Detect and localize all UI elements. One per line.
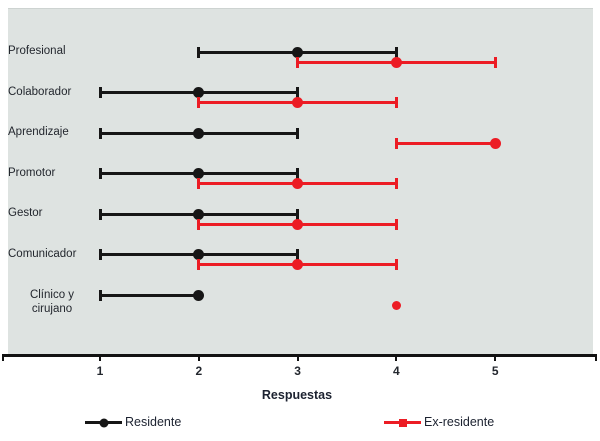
range-dot	[193, 127, 205, 139]
range-dot	[292, 218, 304, 230]
category-label: Promotor	[8, 166, 56, 179]
axis-tick-label: 2	[195, 364, 203, 378]
range-cap	[394, 259, 398, 270]
range-cap	[394, 218, 398, 230]
range-cap	[197, 46, 201, 58]
range-dot	[390, 56, 402, 68]
range-dot	[193, 168, 205, 179]
range-cap	[296, 56, 300, 68]
range-dot	[292, 259, 304, 270]
legend-label-ex-residente: Ex-residente	[424, 415, 495, 429]
range-line	[100, 293, 199, 297]
range-cap	[98, 168, 102, 179]
range-dot	[292, 178, 304, 189]
axis-tick	[594, 356, 597, 361]
range-cap	[394, 97, 398, 108]
square-marker-icon	[398, 418, 407, 427]
range-cap	[197, 97, 201, 108]
range-dot	[292, 46, 304, 58]
ex-residente-line-swatch	[384, 418, 421, 427]
range-cap	[394, 46, 398, 58]
range-cap	[296, 127, 300, 139]
range-cap	[98, 87, 102, 98]
range-dot	[193, 87, 205, 98]
legend-item-ex-residente: Ex-residente	[384, 415, 494, 430]
range-dot	[193, 208, 205, 220]
range-cap	[394, 178, 398, 189]
range-dot	[391, 300, 401, 310]
range-cap	[296, 249, 300, 260]
range-cap	[197, 259, 201, 270]
x-axis-line	[2, 354, 597, 357]
residente-line-swatch	[85, 418, 122, 427]
range-dot	[489, 137, 501, 149]
category-label: Clínico y cirujano	[29, 289, 75, 315]
legend-label-residente: Residente	[125, 415, 182, 429]
range-cap	[197, 218, 201, 230]
range-cap	[296, 168, 300, 179]
circle-marker-icon	[99, 418, 108, 427]
range-dot	[193, 289, 205, 301]
range-line	[396, 141, 496, 145]
axis-tick-label: 5	[491, 364, 499, 378]
range-cap	[197, 178, 201, 189]
axis-tick-label: 1	[96, 364, 104, 378]
axis-tick	[99, 356, 101, 361]
range-cap	[98, 208, 102, 220]
range-cap	[296, 87, 300, 98]
axis-tick	[2, 356, 4, 361]
category-label: Aprendizaje	[8, 126, 69, 138]
axis-tick	[197, 356, 200, 361]
axis-tick	[296, 356, 299, 361]
range-cap	[98, 249, 102, 260]
axis-tick-label: 3	[294, 364, 301, 378]
legend-item-residente: Residente	[85, 415, 181, 430]
range-cap	[394, 137, 398, 149]
x-axis-title: Respuestas	[261, 388, 333, 402]
range-cap	[98, 127, 102, 139]
category-label: Comunicador	[8, 247, 77, 260]
category-label: Gestor	[8, 207, 43, 219]
range-dot	[193, 249, 205, 260]
range-cap	[98, 289, 102, 301]
axis-tick-label: 4	[393, 364, 400, 378]
category-label: Colaborador	[8, 85, 72, 98]
axis-tick	[494, 356, 497, 361]
range-cap	[296, 208, 300, 220]
range-dot	[292, 97, 304, 108]
axis-tick	[395, 356, 398, 361]
range-cap	[493, 56, 497, 68]
category-label: Profesional	[8, 45, 66, 57]
